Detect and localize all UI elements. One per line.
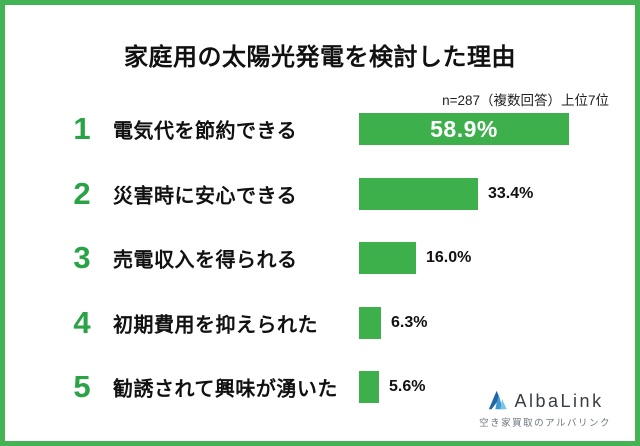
bar: 58.9% xyxy=(359,113,569,146)
sample-size-note: n=287（複数回答）上位7位 xyxy=(442,93,609,108)
bar xyxy=(359,242,416,275)
rank-number: 2 xyxy=(73,175,91,211)
rank-number: 1 xyxy=(73,111,91,147)
albalink-logo-row: AlbaLink xyxy=(479,390,611,412)
chart-title: 家庭用の太陽光発電を検討した理由 xyxy=(124,44,516,71)
rank-number: 4 xyxy=(73,304,91,340)
chart-row: 5 勧誘されて興味が湧いた 5.6% xyxy=(5,355,635,420)
category-label: 災害時に安心できる xyxy=(113,185,298,208)
category-label: 勧誘されて興味が湧いた xyxy=(113,378,338,401)
value-label-inside: 58.9% xyxy=(430,115,498,142)
albalink-tagline: 空き家買取のアルバリンク xyxy=(479,418,611,429)
albalink-logo-text: AlbaLink xyxy=(514,390,604,411)
albalink-mountain-icon xyxy=(488,390,507,410)
value-label-outside: 5.6% xyxy=(389,378,426,396)
value-label-outside: 33.4% xyxy=(488,184,534,202)
category-label: 電気代を節約できる xyxy=(113,120,298,143)
bar-track: 33.4% xyxy=(359,177,534,210)
bar xyxy=(359,177,478,210)
rank-number: 5 xyxy=(73,369,91,405)
bar xyxy=(359,306,381,339)
value-label-outside: 16.0% xyxy=(426,249,472,267)
bar-track: 16.0% xyxy=(359,242,472,275)
albalink-logo: AlbaLink 空き家買取のアルバリンク xyxy=(479,390,611,430)
rank-number: 3 xyxy=(73,240,91,276)
chart-row: 2 災害時に安心できる 33.4% xyxy=(5,162,635,227)
bar-chart: 1 電気代を節約できる 58.9% 2 災害時に安心できる 33.4% 3 売電… xyxy=(5,97,635,420)
bar-track: 5.6% xyxy=(359,371,426,404)
bar-track: 58.9% xyxy=(359,113,569,146)
chart-row: 1 電気代を節約できる 58.9% xyxy=(5,97,635,162)
bar xyxy=(359,371,379,404)
chart-row: 3 売電収入を得られる 16.0% xyxy=(5,226,635,291)
value-label-outside: 6.3% xyxy=(391,313,428,331)
category-label: 初期費用を抑えられた xyxy=(113,314,318,337)
chart-row: 4 初期費用を抑えられた 6.3% xyxy=(5,291,635,356)
bar-track: 6.3% xyxy=(359,306,428,339)
category-label: 売電収入を得られる xyxy=(113,249,298,272)
